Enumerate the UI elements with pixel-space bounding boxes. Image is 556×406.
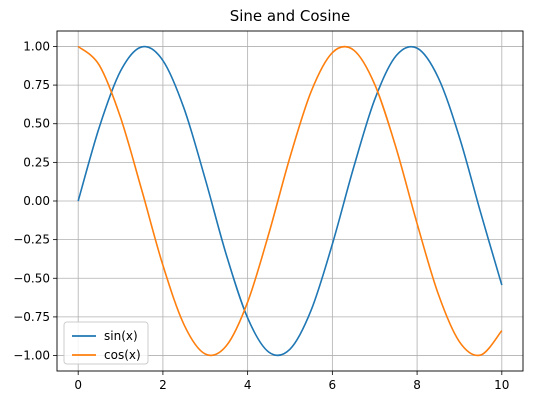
chart-title: Sine and Cosine [230, 7, 351, 25]
y-tick-label: 1.00 [23, 39, 50, 53]
y-tick-label: 0.75 [23, 78, 50, 92]
series-line-cos [77, 45, 503, 357]
legend: sin(x) cos(x) [63, 321, 149, 365]
x-tick-label: 6 [329, 378, 337, 392]
x-tick-label: 0 [74, 378, 82, 392]
x-tick-label: 4 [244, 378, 252, 392]
y-tick-label: −0.25 [13, 233, 50, 247]
x-tick-label: 10 [494, 378, 509, 392]
grid [57, 31, 523, 371]
y-tick-label: −1.00 [13, 349, 50, 363]
series-line-sin [77, 45, 503, 357]
legend-label: sin(x) [104, 329, 138, 343]
legend-label: cos(x) [104, 348, 141, 362]
y-tick-label: 0.50 [23, 117, 50, 131]
legend-box [63, 321, 149, 365]
y-tick-label: 0.00 [23, 194, 50, 208]
x-tick-label: 2 [159, 378, 167, 392]
series-lines [77, 45, 503, 357]
y-tick-label: 0.25 [23, 155, 50, 169]
y-tick-label: −0.75 [13, 310, 50, 324]
x-tick-label: 8 [413, 378, 421, 392]
axis-ticks: 0 2 4 6 8 10 −1.00 −0.75 −0.50 −0.25 0.00 0.25 0.50 0… [13, 39, 509, 392]
y-tick-label: −0.50 [13, 271, 50, 285]
